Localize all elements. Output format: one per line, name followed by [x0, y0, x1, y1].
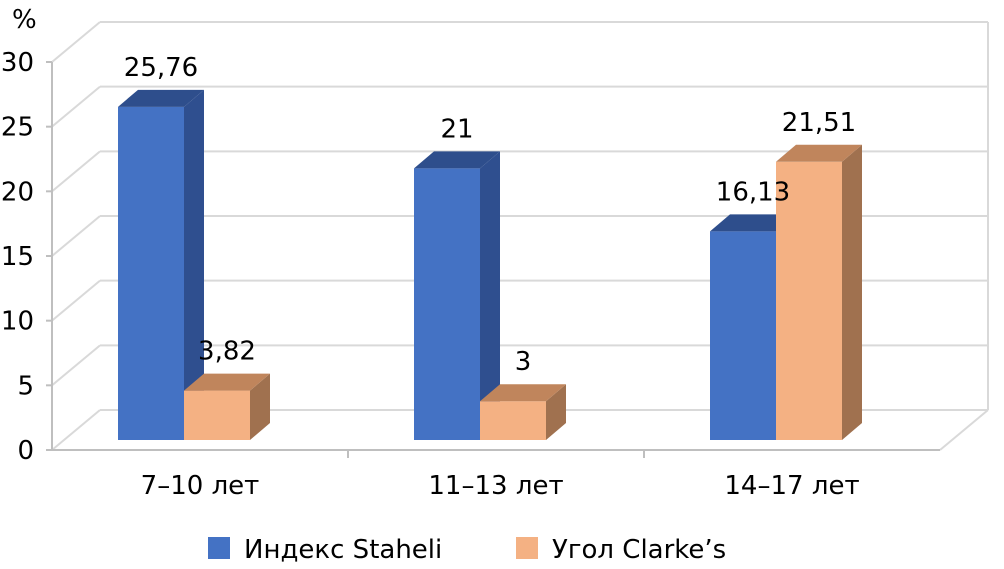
gridline-diagonal — [51, 279, 101, 322]
y-tick-label: 10 — [1, 307, 34, 337]
data-label: 16,13 — [716, 177, 790, 207]
y-tick-label: 5 — [17, 371, 34, 401]
bars — [118, 89, 862, 440]
bar-front — [480, 401, 546, 440]
data-label: 3 — [515, 347, 532, 377]
bar-side — [842, 144, 862, 440]
bar-top — [184, 373, 270, 391]
bar-top — [414, 151, 500, 169]
data-label: 25,76 — [124, 53, 198, 83]
gridline-diagonal — [51, 215, 101, 257]
bar-top — [118, 89, 204, 107]
gridline-diagonal — [51, 85, 101, 128]
gridline-diagonal — [51, 150, 101, 193]
y-tick-label: 30 — [1, 48, 34, 78]
legend-swatch-clarke — [516, 537, 538, 559]
bar-side — [546, 384, 566, 440]
legend-label-staheli: Индекс Staheli — [244, 535, 442, 565]
bar-side — [480, 151, 500, 440]
data-label: 21 — [440, 114, 473, 144]
floor-edge — [939, 409, 989, 451]
x-category-label: 14–17 лет — [724, 471, 859, 501]
bar-top — [776, 144, 862, 162]
bar-top — [480, 384, 566, 402]
gridline-diagonal — [51, 21, 101, 63]
bar-front — [118, 106, 184, 440]
gridline-diagonal — [51, 409, 101, 451]
x-category-label: 7–10 лет — [141, 471, 260, 501]
y-tick-label: 15 — [1, 242, 34, 272]
bar-top — [710, 214, 796, 232]
data-label: 3,82 — [198, 337, 256, 367]
x-category-label: 11–13 лет — [428, 471, 563, 501]
legend-swatch-staheli — [208, 537, 230, 559]
bar-front — [184, 390, 250, 440]
bar-side — [250, 373, 270, 440]
gridline-diagonal — [51, 344, 101, 387]
bar-front — [710, 231, 776, 440]
legend-label-clarke: Угол Clarke’s — [552, 535, 726, 565]
y-tick-label: 20 — [1, 177, 34, 207]
y-tick-label: 25 — [1, 113, 34, 143]
data-label: 21,51 — [782, 108, 856, 138]
data-labels: 25,76 3,82 21 3 16,13 21,51 — [124, 53, 856, 377]
bar-front — [414, 168, 480, 440]
axes: 0 5 10 15 20 25 30 7–10 лет 11–13 лет 14–17 лет — [1, 48, 940, 501]
y-tick-label: 0 — [17, 436, 34, 466]
bar-side — [184, 89, 204, 440]
bar-front — [776, 161, 842, 440]
legend: Индекс Staheli Угол Clarke’s — [208, 535, 726, 565]
y-axis-unit: % — [12, 5, 37, 35]
